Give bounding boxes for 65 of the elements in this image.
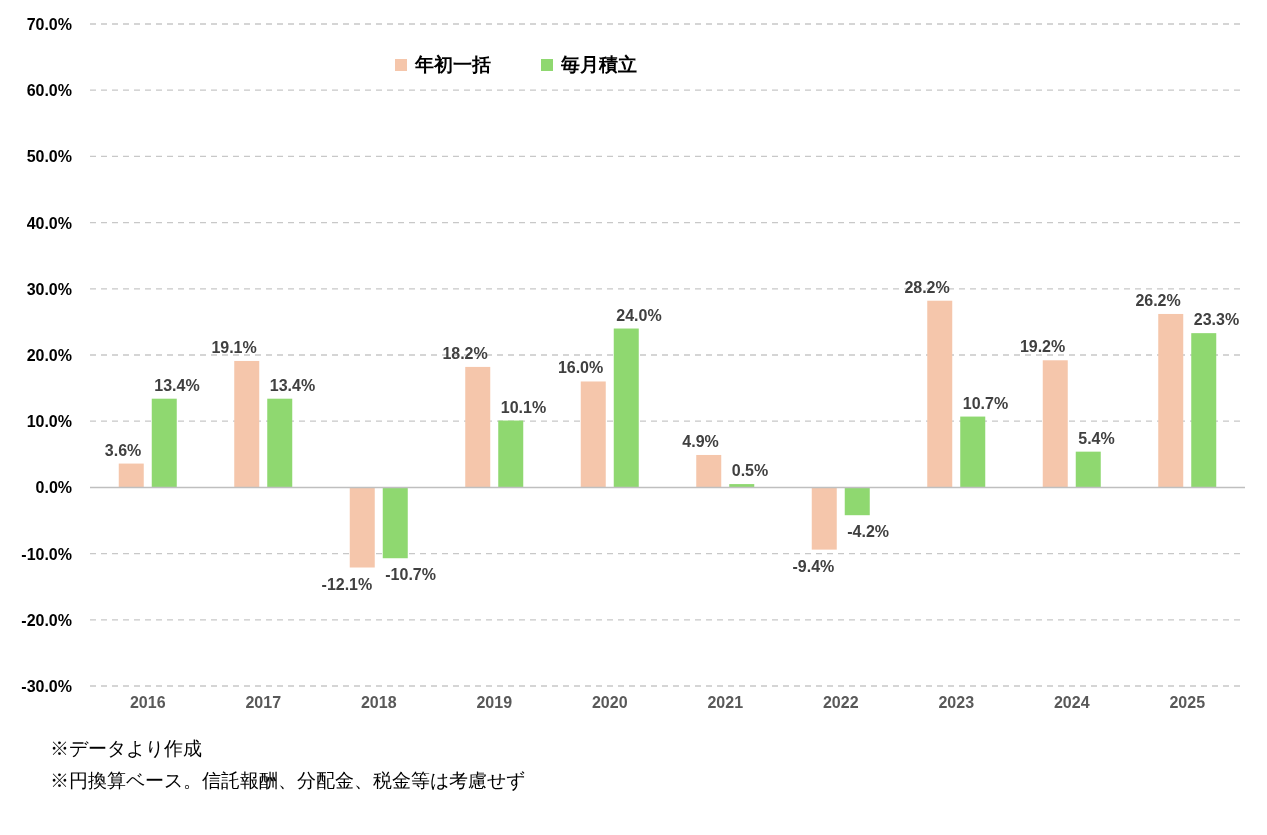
x-tick-label: 2019: [476, 694, 513, 711]
y-tick-label: -20.0%: [21, 611, 72, 629]
bar: [1075, 451, 1101, 488]
data-label: 26.2%: [1135, 291, 1181, 309]
bar: [151, 398, 177, 488]
x-tick-label: 2021: [707, 694, 744, 711]
bar: [1158, 313, 1184, 488]
data-label: 18.2%: [442, 344, 488, 362]
x-tick-label: 2016: [129, 694, 166, 711]
bar: [1042, 360, 1068, 488]
y-tick-label: 60.0%: [26, 82, 72, 100]
data-label: 5.4%: [1078, 429, 1115, 447]
data-label: -4.2%: [847, 523, 890, 541]
data-label: -12.1%: [321, 575, 373, 593]
x-tick-label: 2017: [245, 694, 282, 711]
x-tick-label: 2023: [938, 694, 975, 711]
x-tick-label: 2018: [360, 694, 397, 711]
text: ※円換算ベース。信託報酬、分配金、税金等は考慮せず: [50, 770, 525, 791]
bar: [382, 487, 408, 559]
data-label: -10.7%: [385, 566, 436, 584]
legend-label: 毎月積立: [560, 54, 637, 75]
bar: [465, 366, 491, 488]
x-tick-label: 2025: [1169, 694, 1206, 711]
legend-label: 年初一括: [414, 54, 491, 75]
bar: [118, 463, 144, 488]
bar: [927, 300, 953, 488]
data-label: 28.2%: [904, 278, 950, 296]
data-label: 4.9%: [682, 432, 719, 450]
x-tick-label: 2020: [591, 694, 628, 711]
data-label: 0.5%: [731, 462, 769, 480]
y-tick-label: 50.0%: [26, 148, 72, 166]
bar: [580, 381, 606, 488]
bar: [613, 328, 639, 488]
y-tick-label: 20.0%: [26, 347, 72, 364]
data-label: 10.1%: [500, 398, 547, 416]
bar: [960, 416, 986, 488]
y-tick-label: 30.0%: [26, 280, 72, 298]
y-tick-label: -10.0%: [21, 545, 72, 563]
data-label: 19.1%: [211, 338, 257, 356]
y-tick-label: -30.0%: [21, 678, 72, 695]
y-tick-label: 0.0%: [35, 479, 72, 497]
bar: [267, 398, 293, 488]
data-label: 24.0%: [616, 306, 662, 324]
y-tick-label: 70.0%: [26, 16, 72, 33]
bar: [811, 487, 837, 550]
data-label: 3.6%: [104, 441, 142, 459]
x-tick-label: 2024: [1053, 694, 1090, 711]
y-tick-label: 10.0%: [26, 413, 72, 431]
data-label: 10.7%: [962, 394, 1009, 412]
data-label: 16.0%: [557, 359, 604, 377]
data-label: -9.4%: [792, 557, 835, 575]
x-tick-label: 2022: [822, 694, 859, 711]
data-label: 19.2%: [1019, 338, 1066, 356]
y-tick-label: 40.0%: [26, 214, 72, 232]
data-label: 13.4%: [269, 376, 316, 394]
data-label: 23.3%: [1193, 311, 1240, 329]
bar: [498, 420, 524, 488]
bar: [696, 454, 722, 488]
bar: [844, 487, 870, 516]
text: ※データより作成: [50, 738, 202, 759]
bar: [234, 360, 260, 488]
bar: [349, 487, 375, 568]
bar: [1191, 333, 1217, 488]
data-label: 13.4%: [154, 376, 200, 394]
bar: [729, 484, 755, 488]
